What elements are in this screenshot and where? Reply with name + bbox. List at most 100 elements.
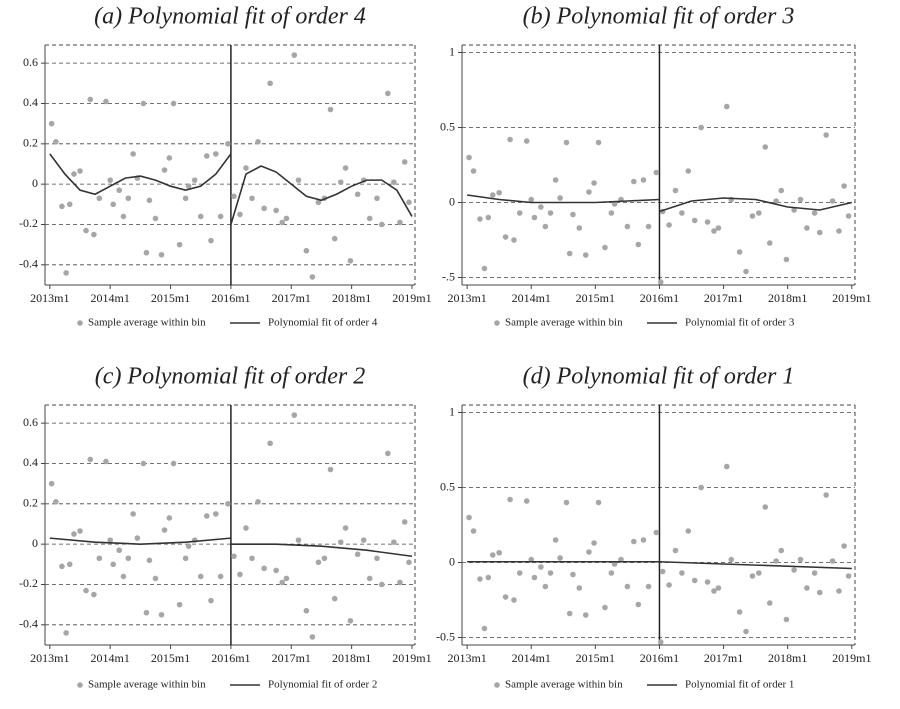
point: [698, 484, 704, 491]
point: [736, 609, 743, 615]
point: [337, 179, 344, 185]
point: [110, 561, 117, 568]
point: [507, 496, 513, 503]
point: [213, 511, 219, 517]
point: [321, 555, 328, 562]
point: [342, 165, 349, 171]
x-tick-label: 2018m1: [332, 651, 371, 665]
point: [255, 499, 261, 505]
point: [728, 556, 735, 563]
point: [502, 234, 509, 240]
point: [48, 480, 55, 487]
point: [63, 630, 69, 636]
x-tick-label: 2016m1: [211, 291, 250, 305]
point: [640, 537, 647, 543]
point: [158, 251, 165, 258]
point: [53, 139, 59, 145]
legend-label: Sample average within bin: [505, 679, 623, 691]
point: [347, 257, 354, 264]
y-tick-label: -0.4: [19, 257, 38, 271]
point: [295, 177, 302, 183]
x-tick-label: 2014m1: [91, 291, 130, 305]
x-tick-label: 2018m1: [768, 291, 807, 305]
x-tick-label: 2013m1: [30, 651, 69, 665]
point: [309, 634, 316, 640]
point: [249, 555, 255, 562]
plot-area: [466, 103, 852, 285]
point: [291, 52, 298, 58]
point: [331, 235, 338, 242]
point: [327, 106, 334, 113]
point: [563, 499, 570, 506]
point: [841, 183, 847, 189]
point: [723, 103, 730, 110]
point: [48, 120, 55, 127]
point: [354, 191, 361, 198]
point: [496, 189, 502, 196]
point: [130, 151, 136, 157]
point: [582, 612, 589, 618]
point: [715, 585, 722, 591]
point: [120, 573, 127, 580]
y-tick-label: -0.2: [19, 216, 38, 230]
point: [511, 597, 517, 603]
point: [679, 570, 685, 576]
fit-line: [49, 537, 413, 558]
point: [845, 573, 852, 579]
point: [736, 249, 743, 255]
y-tick-label: 0.6: [23, 415, 38, 429]
plot-area: [48, 412, 413, 640]
point: [182, 195, 189, 202]
x-tick-label: 2018m1: [332, 291, 371, 305]
point: [176, 241, 183, 248]
point: [231, 553, 237, 560]
point: [657, 279, 664, 285]
point: [267, 80, 273, 87]
point: [538, 564, 544, 570]
x-tick-label: 2019m1: [392, 291, 431, 305]
point: [766, 240, 773, 246]
point: [303, 247, 310, 254]
panel: (a) Polynomial fit of order 4 -0.4 -0.2 0 0.…: [19, 4, 432, 329]
point: [586, 189, 592, 195]
point: [96, 195, 103, 202]
point: [557, 555, 563, 561]
point: [273, 567, 279, 574]
point: [631, 178, 637, 185]
y-tick-label: -0.2: [19, 576, 38, 590]
y-tick-label: -0.5: [436, 629, 455, 643]
point: [203, 153, 210, 159]
point: [756, 210, 762, 216]
point: [385, 90, 391, 97]
legend-label: Sample average within bin: [505, 317, 623, 329]
point: [602, 604, 608, 611]
point: [523, 498, 530, 504]
point: [783, 256, 790, 263]
point: [170, 100, 177, 107]
point: [816, 229, 823, 236]
point: [96, 555, 103, 562]
x-tick-label: 2015m1: [151, 291, 190, 305]
point: [635, 601, 642, 608]
point: [120, 213, 127, 220]
point: [823, 132, 829, 138]
point: [158, 611, 165, 618]
point: [608, 570, 615, 576]
point: [291, 412, 298, 418]
x-tick-label: 2017m1: [704, 291, 743, 305]
panel: (b) Polynomial fit of order 3 -.5 0 0.5 1 201…: [440, 4, 871, 329]
point: [516, 210, 523, 216]
point: [406, 199, 412, 206]
x-tick-label: 2017m1: [272, 651, 311, 665]
point: [140, 100, 147, 107]
plot-area: [48, 52, 413, 280]
point: [103, 98, 109, 105]
y-tick-label: 0.4: [23, 455, 38, 469]
point: [77, 528, 83, 534]
point: [816, 589, 823, 596]
point: [608, 210, 615, 216]
x-tick-label: 2015m1: [576, 291, 615, 305]
point: [315, 199, 322, 206]
point: [71, 171, 77, 177]
point: [237, 211, 243, 218]
